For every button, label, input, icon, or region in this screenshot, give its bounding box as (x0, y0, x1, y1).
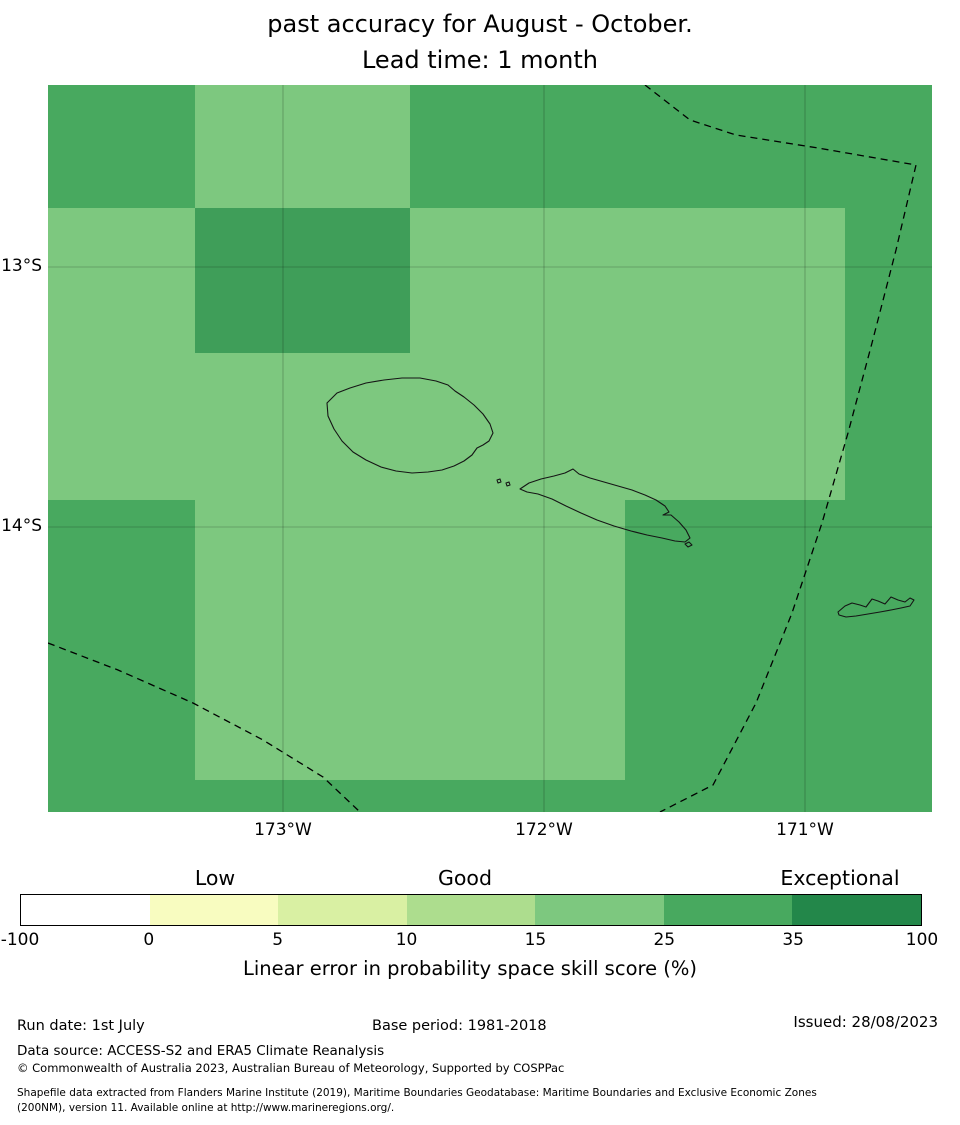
colorbar-segment (278, 895, 407, 925)
map-grid-cell (195, 208, 410, 353)
colorbar-tick-label: -100 (0, 930, 40, 950)
data-source-text: Data source: ACCESS-S2 and ERA5 Climate … (17, 1043, 385, 1059)
upolu-island-outline (519, 468, 691, 543)
map-grid-cell (410, 208, 845, 500)
eez-boundary-northeast (644, 85, 917, 812)
latitude-label: 13°S (1, 256, 42, 276)
eez-boundary-southwest (48, 642, 361, 812)
map-grid-cell (48, 208, 195, 353)
longitude-label: 171°W (776, 820, 834, 840)
longitude-label: 173°W (254, 820, 312, 840)
title-line-1: past accuracy for August - October. (267, 10, 693, 38)
colorbar-axis-label: Linear error in probability space skill … (242, 957, 698, 980)
colorbar-quality-label: Good (438, 866, 492, 890)
colorbar-tick-label: 100 (905, 930, 939, 950)
run-date-text: Run date: 1st July (17, 1018, 145, 1034)
colorbar-quality-label: Exceptional (780, 866, 900, 890)
map-panel (48, 85, 932, 812)
shapefile-attribution-text: Shapefile data extracted from Flanders M… (17, 1086, 937, 1115)
colorbar (20, 894, 922, 926)
savaii-island-outline (326, 377, 494, 474)
figure-title: past accuracy for August - October. Lead… (10, 6, 950, 78)
small-islet-outline-2 (505, 481, 511, 487)
shapefile-attribution-line: Shapefile data extracted from Flanders M… (17, 1087, 817, 1099)
small-islet-outline-3 (684, 541, 693, 548)
colorbar-tick-label: 15 (524, 930, 547, 950)
colorbar-tick-label: 0 (143, 930, 155, 950)
colorbar-segment (406, 895, 536, 925)
shapefile-attribution-line: (200NM), version 11. Available online at… (17, 1101, 395, 1114)
latitude-label: 14°S (1, 516, 42, 536)
longitude-label: 172°W (515, 820, 573, 840)
colorbar-quality-label: Low (194, 866, 236, 890)
colorbar-segment (149, 895, 279, 925)
colorbar-tick-labels: -100 0 5 10 15 25 35 100 (1, 930, 939, 952)
small-islet-outline-1 (496, 478, 502, 484)
colorbar-tick-label: 35 (782, 930, 804, 950)
map-grid-cell (195, 500, 625, 780)
graticule-lines (48, 85, 932, 812)
title-line-2: Lead time: 1 month (361, 46, 598, 74)
copyright-text: © Commonwealth of Australia 2023, Austra… (17, 1061, 565, 1075)
map-grid-cell (48, 353, 410, 500)
map-grid-cell (195, 85, 410, 208)
colorbar-segment (21, 895, 150, 925)
colorbar-tick-label: 5 (272, 930, 284, 950)
tutuila-island-outline (837, 596, 915, 618)
colorbar-segment (535, 895, 664, 925)
issued-date-text: Issued: 28/08/2023 (793, 1013, 938, 1031)
colorbar-segment (663, 895, 793, 925)
map-overlay (48, 85, 932, 812)
base-period-text: Base period: 1981-2018 (372, 1018, 547, 1034)
colorbar-tick-label: 25 (653, 930, 676, 950)
colorbar-tick-label: 10 (395, 930, 418, 950)
colorbar-segment (792, 895, 922, 925)
